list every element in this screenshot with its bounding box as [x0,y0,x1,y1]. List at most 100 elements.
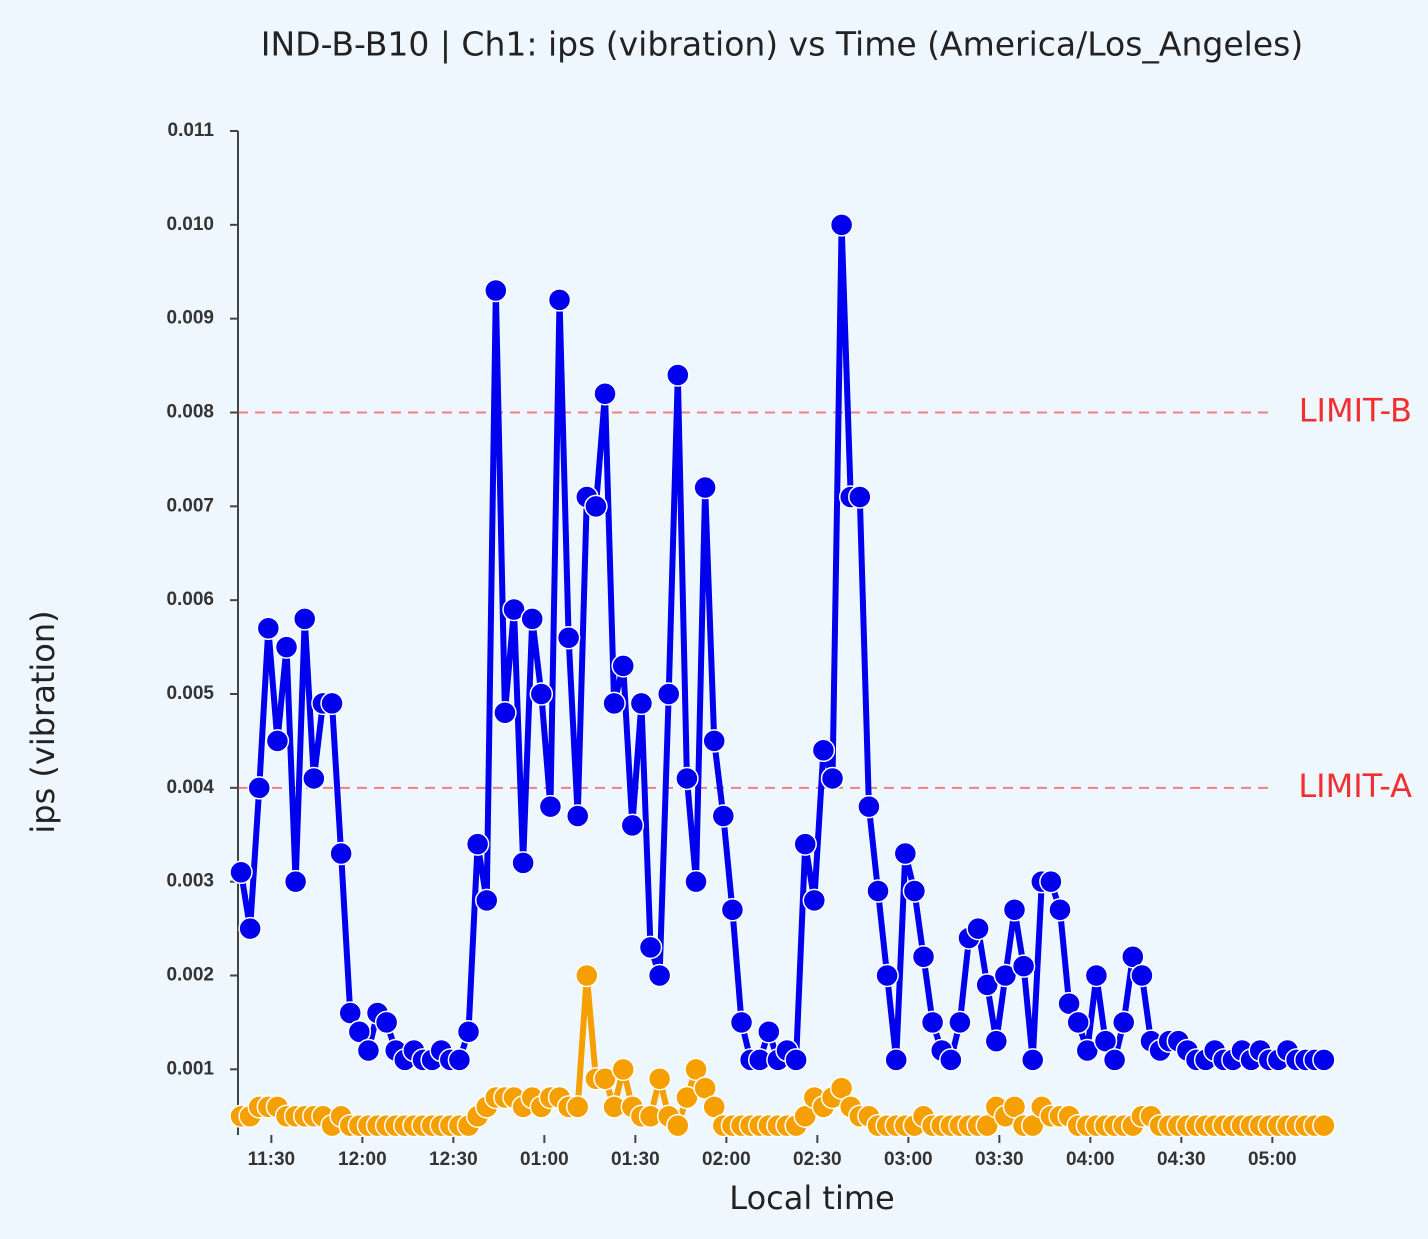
data-point [274,635,299,659]
data-point [784,1048,808,1072]
data-point [811,738,836,763]
y-tick-label: 0.002 [166,965,214,986]
y-tick-label: 0.001 [166,1058,214,1079]
data-point [602,691,626,716]
series [229,963,1336,1138]
data-point [729,1010,754,1035]
data-point [647,1066,672,1091]
data-point [456,1020,481,1044]
data-point [484,278,508,303]
y-tick-label: 0.011 [168,120,215,141]
data-point [920,1010,945,1035]
data-point [993,963,1018,988]
data-point [256,616,281,641]
x-tick-label: 12:00 [338,1149,387,1170]
data-point [656,682,681,706]
data-point [1130,963,1154,988]
data-point [474,888,499,913]
data-point [1057,991,1081,1016]
data-point [629,691,654,716]
data-point [520,607,544,631]
y-tick-label: 0.007 [166,495,214,516]
data-point [848,485,872,509]
data-point [702,1095,726,1119]
data-point [1084,963,1109,988]
data-point [356,1038,381,1063]
data-point [693,475,717,500]
data-point [575,963,599,988]
data-point [757,1020,781,1044]
data-point [975,973,999,997]
data-point [584,494,608,519]
series [229,213,1336,1072]
data-point [939,1048,963,1072]
data-point [329,841,353,866]
data-point [593,1066,617,1091]
y-axis-label: ips (vibration) [24,610,62,833]
data-point [857,794,881,819]
data-point [611,1057,635,1082]
data-point [1093,1029,1118,1053]
data-point [292,607,317,631]
y-tick-label: 0.008 [166,402,214,423]
x-tick-label: 12:30 [429,1149,478,1170]
limit-label: LIMIT-B [1299,391,1412,429]
data-point [911,944,936,969]
data-point [793,1104,817,1128]
data-point [1102,1048,1127,1072]
data-point [1020,1048,1045,1072]
data-point [1312,1113,1336,1138]
data-point [611,654,635,678]
data-point [1121,944,1145,969]
data-point [511,851,535,875]
data-point [802,888,827,913]
data-point [538,794,563,819]
x-tick-label: 04:00 [1066,1149,1115,1170]
data-point [984,1029,1009,1053]
data-point [465,832,490,856]
data-point [820,766,845,791]
data-point [875,963,899,988]
data-point [1039,869,1063,894]
y-tick-label: 0.005 [166,683,214,704]
x-tick-label: 04:30 [1157,1149,1206,1170]
data-point [702,729,726,753]
x-tick-label: 02:00 [702,1149,751,1170]
data-point [502,597,526,622]
data-point [666,1113,690,1138]
x-axis-label: Local time [729,1179,894,1217]
data-point [247,776,271,800]
data-point [866,879,890,903]
data-point [675,766,699,791]
data-point [638,935,663,960]
data-point [1048,898,1072,922]
data-point [229,860,253,885]
x-tick-label: 11:30 [248,1149,296,1170]
y-tick-label: 0.009 [166,308,214,329]
data-point [493,701,517,725]
data-point [711,804,736,828]
data-point [793,832,817,856]
y-tick-label: 0.010 [166,214,214,235]
x-tick-label: 01:00 [520,1149,569,1170]
data-point [265,729,290,753]
data-point [829,213,854,237]
data-point [1002,898,1027,922]
limit-label: LIMIT-A [1298,767,1412,805]
data-point [1066,1010,1090,1035]
y-tick-label: 0.003 [166,871,214,892]
data-point [556,625,581,650]
data-point [1011,954,1036,978]
data-point [565,1095,590,1119]
y-tick-label: 0.006 [166,589,214,610]
data-point [893,841,918,866]
data-point [565,804,590,828]
data-point [1111,1010,1136,1035]
data-point [320,691,344,716]
data-point [374,1010,399,1035]
data-point [1312,1048,1336,1072]
data-point [647,963,672,988]
y-tick-label: 0.004 [166,777,214,798]
